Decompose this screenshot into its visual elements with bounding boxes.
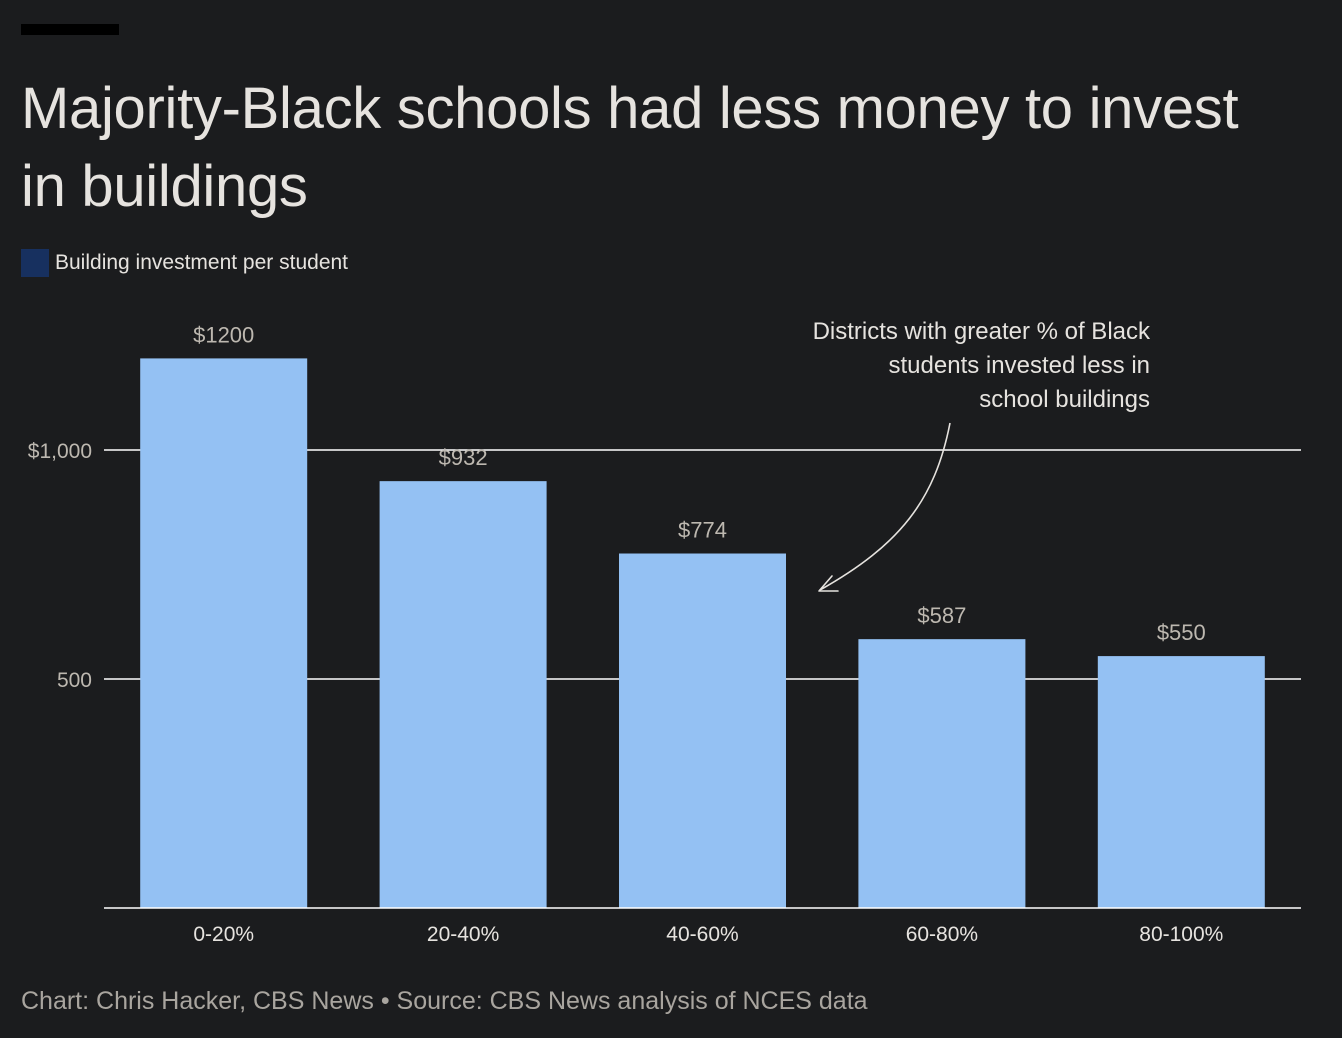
y-tick-labels: 500 $1,000: [28, 440, 92, 692]
bar: [619, 553, 786, 908]
data-label: $587: [917, 603, 966, 628]
bar: [379, 481, 547, 908]
annotation-text: Districts with greater % of Black student…: [813, 318, 1151, 413]
bar: [1097, 656, 1265, 908]
data-label: $550: [1157, 620, 1206, 645]
x-tick-labels: 0-20% 20-40% 40-60% 60-80% 80-100%: [193, 923, 1223, 946]
legend-swatch: [21, 249, 49, 277]
annotation-arrow: [819, 422, 951, 591]
annotation-arrowhead: [818, 575, 839, 592]
top-rule: [21, 24, 119, 35]
data-label: $1200: [193, 322, 254, 347]
data-labels: $1200 $932 $774 $587 $550: [193, 322, 1206, 645]
chart-credit: Chart: Chris Hacker, CBS News • Source: …: [21, 987, 868, 1015]
annotation-line: school buildings: [979, 386, 1150, 413]
x-tick-label: 60-80%: [906, 923, 978, 946]
annotation: Districts with greater % of Black student…: [813, 318, 1151, 592]
chart-title: Majority-Black schools had less money to…: [21, 76, 1239, 219]
x-tick-label: 20-40%: [427, 923, 499, 946]
bar: [140, 358, 308, 908]
legend-label: Building investment per student: [55, 251, 349, 274]
annotation-line: students invested less in: [889, 352, 1150, 379]
bar: [858, 639, 1026, 908]
bars: [140, 358, 1265, 908]
data-label: $932: [439, 445, 488, 470]
x-tick-label: 0-20%: [193, 923, 254, 946]
legend: Building investment per student: [21, 249, 348, 277]
y-tick-label: $1,000: [28, 440, 92, 463]
x-tick-label: 80-100%: [1139, 923, 1223, 946]
data-label: $774: [678, 518, 727, 543]
x-tick-label: 40-60%: [666, 923, 738, 946]
annotation-line: Districts with greater % of Black: [813, 318, 1151, 345]
y-tick-label: 500: [57, 669, 92, 692]
